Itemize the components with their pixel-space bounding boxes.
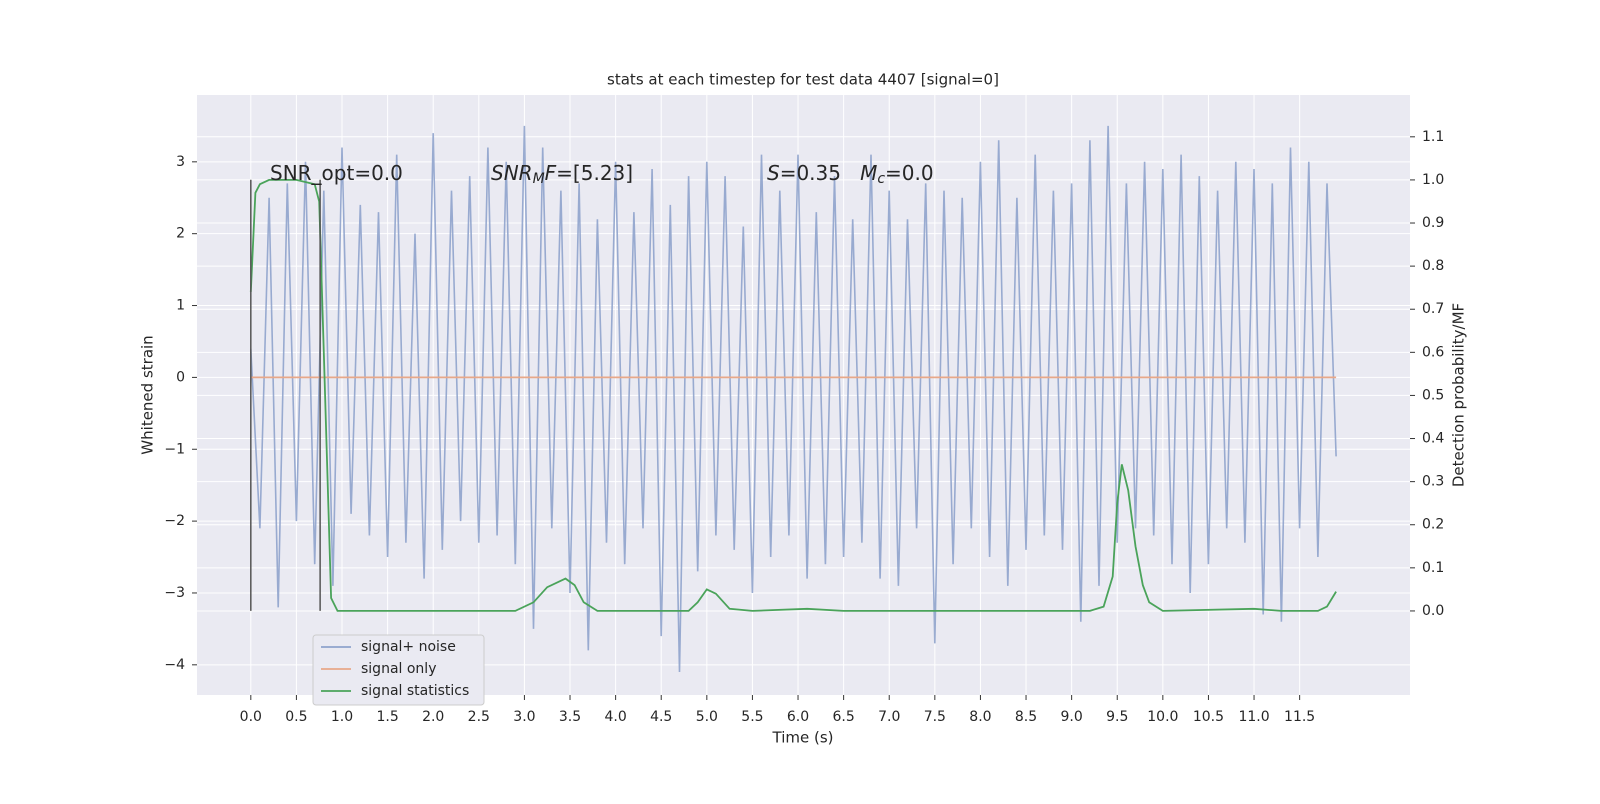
x-tick-label: 9.0 — [1061, 709, 1083, 725]
x-axis-label: Time (s) — [772, 729, 834, 747]
x-tick-label: 8.5 — [1015, 709, 1037, 725]
annotation: SNRMF=[5.23] — [491, 161, 633, 188]
x-tick-label: 7.5 — [924, 709, 946, 725]
y-tick-label: 2 — [176, 226, 185, 242]
annotation-part: M — [533, 171, 545, 187]
x-tick-label: 2.5 — [468, 709, 490, 725]
x-tick-label: 4.0 — [604, 709, 626, 725]
y-axis-label: Whitened strain — [139, 335, 157, 454]
x-tick-label: 11.5 — [1284, 709, 1315, 725]
x-tick-label: 3.5 — [559, 709, 581, 725]
annotation: S=0.35 Mc=0.0 — [767, 161, 934, 188]
y-tick-label: 3 — [176, 154, 185, 170]
y2-tick-label: 0.3 — [1422, 474, 1444, 490]
annotation-part: F — [545, 161, 557, 185]
y2-tick-label: 1.1 — [1422, 129, 1444, 145]
y2-tick-label: 0.0 — [1422, 603, 1444, 619]
x-tick-label: 9.5 — [1106, 709, 1128, 725]
annotation-part: SNR — [491, 161, 533, 185]
x-tick-label: 4.5 — [650, 709, 672, 725]
x-tick-label: 1.0 — [331, 709, 353, 725]
y2-tick-label: 1.0 — [1422, 172, 1444, 188]
x-tick-label: 0.5 — [285, 709, 307, 725]
y2-tick-label: 0.6 — [1422, 344, 1444, 360]
annotation: SNR_opt=0.0 — [270, 161, 403, 185]
annotation-part: =0.35 — [780, 161, 860, 185]
series-line — [249, 179, 1337, 612]
annotation-part: =0.0 — [885, 161, 934, 185]
annotation-part: c — [877, 171, 885, 187]
x-tick-label: 10.5 — [1193, 709, 1224, 725]
y-tick-label: −2 — [164, 513, 185, 529]
y-tick-label: 0 — [176, 369, 185, 385]
y2-tick-label: 0.7 — [1422, 301, 1444, 317]
annotation-part: =[5.23] — [556, 161, 633, 185]
y2-axis-label: Detection probability/MF — [1450, 303, 1468, 487]
y2-tick-label: 0.2 — [1422, 517, 1444, 533]
x-tick-label: 2.0 — [422, 709, 444, 725]
x-tick-label: 6.0 — [787, 709, 809, 725]
y2-tick-label: 0.4 — [1422, 431, 1444, 447]
legend-label: signal only — [361, 661, 436, 677]
y2-tick-label: 0.8 — [1422, 258, 1444, 274]
chart-title: stats at each timestep for test data 440… — [607, 71, 999, 89]
annotation-part: S — [767, 161, 780, 185]
legend-label: signal statistics — [361, 683, 469, 699]
x-tick-label: 8.0 — [969, 709, 991, 725]
annotation-part: M — [860, 161, 877, 185]
x-tick-label: 11.0 — [1238, 709, 1269, 725]
x-tick-label: 5.5 — [741, 709, 763, 725]
annotation-part: SNR_opt=0.0 — [270, 161, 403, 185]
y2-tick-label: 0.1 — [1422, 560, 1444, 576]
y2-tick-label: 0.5 — [1422, 387, 1444, 403]
x-tick-label: 7.0 — [878, 709, 900, 725]
x-tick-label: 0.0 — [240, 709, 262, 725]
legend-label: signal+ noise — [361, 639, 456, 655]
y-tick-label: 1 — [176, 298, 185, 314]
y2-tick-label: 0.9 — [1422, 215, 1444, 231]
x-tick-label: 5.0 — [696, 709, 718, 725]
x-tick-label: 1.5 — [376, 709, 398, 725]
y-tick-label: −4 — [164, 657, 185, 673]
y-tick-label: −3 — [164, 585, 185, 601]
series-line — [250, 125, 1337, 673]
x-tick-label: 6.5 — [832, 709, 854, 725]
legend-box — [312, 634, 485, 706]
x-tick-label: 3.0 — [513, 709, 535, 725]
x-tick-label: 10.0 — [1147, 709, 1178, 725]
y-tick-label: −1 — [164, 441, 185, 457]
